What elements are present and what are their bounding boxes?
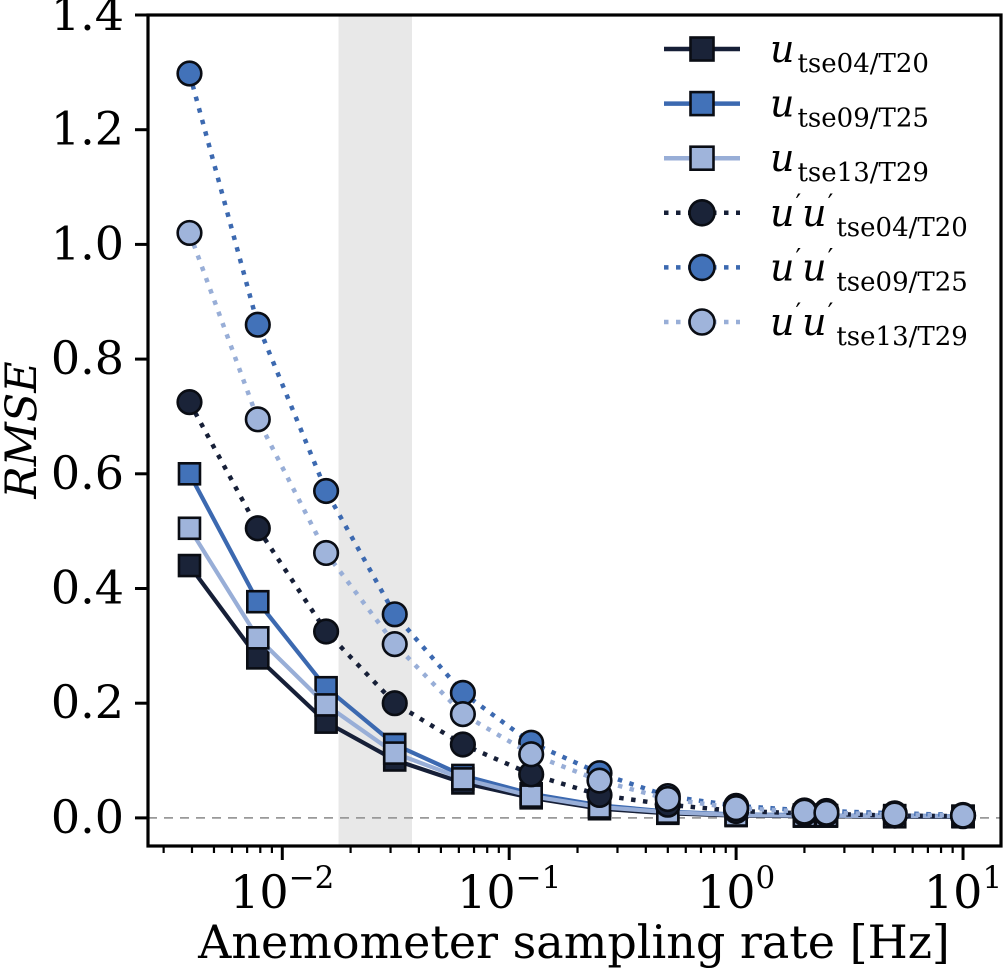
- series-uu-tse13-T29: [176, 219, 977, 829]
- legend-marker-square: [689, 145, 715, 171]
- y-tick-label: 0.2: [51, 675, 124, 729]
- marker-square: [382, 741, 407, 765]
- x-axis-label: Anemometer sampling rate [Hz]: [197, 915, 950, 969]
- legend-label: u tse04/T20: [770, 27, 929, 79]
- series-u-tse13-T29: [177, 516, 975, 828]
- x-tick-label: 100: [697, 860, 775, 919]
- x-tick-label: 101: [924, 860, 1002, 919]
- marker-circle: [381, 601, 408, 628]
- legend-marker-circle: [688, 253, 716, 282]
- legend-entry-u-tse04-T20: u tse04/T20: [664, 27, 929, 79]
- marker-circle: [723, 795, 750, 822]
- marker-square: [451, 767, 475, 791]
- legend-label: u′u′tse13/T29: [770, 298, 968, 352]
- marker-circle: [313, 477, 340, 505]
- marker-circle: [244, 311, 271, 338]
- marker-square: [245, 589, 270, 614]
- legend-marker-circle: [688, 199, 716, 227]
- marker-circle: [949, 802, 977, 829]
- y-tick-label: 0.4: [51, 560, 124, 614]
- x-axis: 10−2 10−1 100 101: [162, 846, 1002, 919]
- y-tick-label: 1.2: [51, 102, 124, 156]
- series-line-uu-tse13-T29: [187, 232, 964, 818]
- x-tick-label: 10−1: [457, 860, 561, 919]
- marker-square: [177, 461, 202, 486]
- legend-label: u′u′tse09/T25: [770, 243, 968, 297]
- legend-entry-uu-tse04-T20: u′u′tse04/T20: [664, 189, 968, 243]
- marker-circle: [176, 219, 203, 247]
- plot-render-root: 10−2 10−1 100 101 0.0 0.2 0.4 0.6 0.8 1.0 1.2 1.4 u t…: [51, 0, 1003, 919]
- legend-marker-square: [689, 90, 715, 117]
- y-tick-label: 0.6: [51, 446, 124, 500]
- marker-circle: [654, 785, 681, 813]
- marker-circle: [449, 700, 476, 728]
- marker-circle: [518, 741, 545, 768]
- marker-circle: [813, 799, 840, 826]
- legend-entry-u-tse09-T25: u tse09/T25: [664, 82, 929, 134]
- series-line-uu-tse04-T20: [187, 401, 964, 819]
- legend-marker-square: [689, 36, 715, 62]
- legend-entry-u-tse13-T29: u tse13/T29: [664, 136, 929, 188]
- legend-entry-uu-tse09-T25: u′u′tse09/T25: [664, 243, 968, 297]
- marker-circle: [881, 801, 908, 828]
- legend-label: u tse13/T29: [770, 136, 929, 188]
- legend-marker-circle: [688, 308, 716, 336]
- marker-circle: [791, 798, 818, 825]
- y-axis: 0.0 0.2 0.4 0.6 0.8 1.0 1.2 1.4: [51, 0, 148, 844]
- marker-circle: [586, 767, 613, 794]
- marker-circle: [176, 389, 203, 416]
- y-tick-label: 1.0: [51, 216, 124, 270]
- marker-square: [314, 693, 338, 717]
- legend-label: u tse09/T25: [770, 82, 929, 134]
- marker-circle: [313, 539, 340, 567]
- legend-entry-uu-tse13-T29: u′u′tse13/T29: [664, 298, 968, 352]
- marker-circle: [381, 690, 408, 717]
- marker-square: [177, 553, 202, 578]
- y-tick-label: 1.4: [51, 0, 124, 41]
- marker-circle: [449, 731, 476, 758]
- marker-circle: [244, 406, 271, 433]
- marker-circle: [381, 631, 408, 658]
- x-tick-label: 10−2: [230, 860, 334, 919]
- marker-square: [245, 646, 270, 670]
- y-axis-label: RMSE: [0, 361, 47, 499]
- axes-spines: [146, 13, 1003, 848]
- y-tick-label: 0.8: [51, 331, 124, 385]
- marker-circle: [244, 515, 271, 542]
- marker-circle: [313, 618, 340, 645]
- legend-label: u′u′tse04/T20: [770, 189, 968, 243]
- marker-square: [245, 626, 270, 650]
- marker-circle: [176, 60, 203, 87]
- marker-square: [519, 784, 543, 808]
- y-tick-label: 0.0: [51, 790, 124, 844]
- marker-square: [177, 516, 202, 541]
